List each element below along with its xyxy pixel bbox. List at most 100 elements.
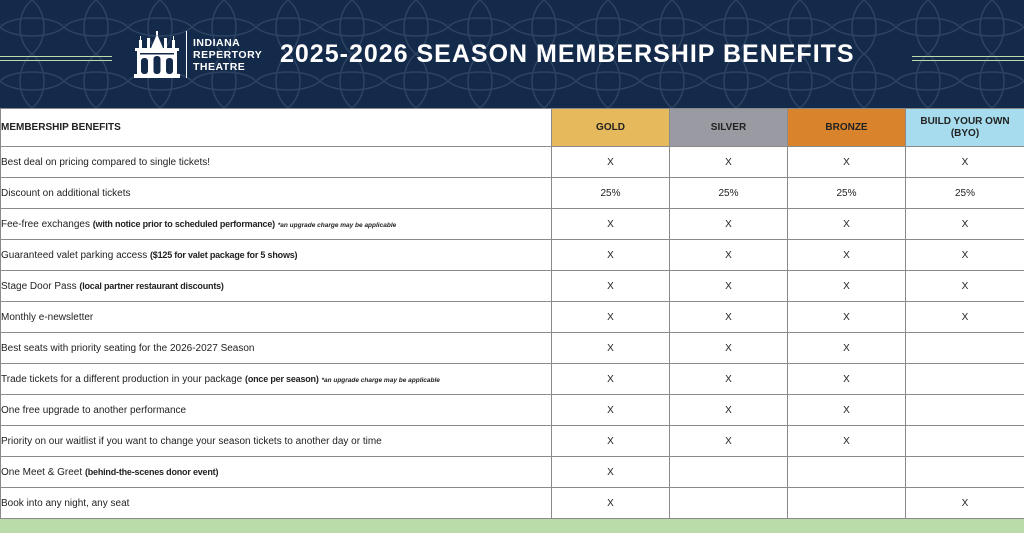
benefit-cell: Best deal on pricing compared to single … bbox=[0, 146, 552, 178]
table-header-row: MEMBERSHIP BENEFITS GOLD SILVER BRONZE B… bbox=[0, 108, 1024, 147]
benefit-cell: Book into any night, any seat bbox=[0, 487, 552, 519]
benefit-text: Discount on additional tickets bbox=[1, 187, 131, 199]
mark-byo: X bbox=[905, 301, 1024, 333]
mark-gold: X bbox=[551, 270, 670, 302]
table-row: Guaranteed valet parking access ($125 fo… bbox=[0, 239, 1024, 271]
mark-gold: X bbox=[551, 208, 670, 240]
benefit-cell: One free upgrade to another performance bbox=[0, 394, 552, 426]
mark-bronze bbox=[787, 487, 906, 519]
mark-silver: X bbox=[669, 332, 788, 364]
benefit-cell: Fee-free exchanges (with notice prior to… bbox=[0, 208, 552, 240]
table-row: One Meet & Greet (behind-the-scenes dono… bbox=[0, 456, 1024, 488]
mark-silver: X bbox=[669, 301, 788, 333]
benefit-text: Best seats with priority seating for the… bbox=[1, 342, 255, 354]
benefit-text: Guaranteed valet parking access bbox=[1, 249, 148, 261]
benefit-text: Priority on our waitlist if you want to … bbox=[1, 435, 382, 447]
mark-bronze: X bbox=[787, 270, 906, 302]
benefit-detail: (once per season) bbox=[245, 373, 319, 384]
mark-gold: X bbox=[551, 425, 670, 457]
benefit-cell: Guaranteed valet parking access ($125 fo… bbox=[0, 239, 552, 271]
mark-bronze: X bbox=[787, 425, 906, 457]
mark-byo bbox=[905, 363, 1024, 395]
table-row: Monthly e-newsletter X X X X bbox=[0, 301, 1024, 333]
table-row: Fee-free exchanges (with notice prior to… bbox=[0, 208, 1024, 240]
mark-silver bbox=[669, 487, 788, 519]
benefit-detail: (behind-the-scenes donor event) bbox=[84, 466, 219, 477]
tier-header-byo: BUILD YOUR OWN (BYO) bbox=[905, 108, 1024, 147]
benefit-cell: One Meet & Greet (behind-the-scenes dono… bbox=[0, 456, 552, 488]
mark-gold: X bbox=[551, 239, 670, 271]
mark-gold: X bbox=[551, 301, 670, 333]
table-row: Stage Door Pass (local partner restauran… bbox=[0, 270, 1024, 302]
header-rule-right bbox=[912, 56, 1024, 57]
mark-byo: X bbox=[905, 239, 1024, 271]
mark-byo bbox=[905, 332, 1024, 364]
mark-silver: X bbox=[669, 208, 788, 240]
tier-header-gold: GOLD bbox=[551, 108, 670, 147]
benefits-column-header: MEMBERSHIP BENEFITS bbox=[0, 108, 552, 147]
mark-gold: X bbox=[551, 332, 670, 364]
mark-silver: X bbox=[669, 146, 788, 178]
benefit-text: Stage Door Pass bbox=[1, 280, 77, 292]
mark-bronze: X bbox=[787, 208, 906, 240]
table-row: Trade tickets for a different production… bbox=[0, 363, 1024, 395]
mark-silver: X bbox=[669, 363, 788, 395]
table-row: Discount on additional tickets 25% 25% 25% 2… bbox=[0, 177, 1024, 209]
mark-gold: X bbox=[551, 456, 670, 488]
table-row: Book into any night, any seat X X bbox=[0, 487, 1024, 519]
mark-gold: X bbox=[551, 363, 670, 395]
mark-silver: 25% bbox=[669, 177, 788, 209]
logo-line-2: REPERTORY bbox=[193, 49, 263, 61]
mark-bronze: X bbox=[787, 146, 906, 178]
benefit-cell: Discount on additional tickets bbox=[0, 177, 552, 209]
mark-byo bbox=[905, 425, 1024, 457]
benefit-detail: (local partner restaurant discounts) bbox=[79, 280, 224, 291]
benefits-table: MEMBERSHIP BENEFITS GOLD SILVER BRONZE B… bbox=[0, 108, 1024, 519]
mark-byo: 25% bbox=[905, 177, 1024, 209]
benefit-detail: (with notice prior to scheduled performa… bbox=[92, 218, 275, 229]
header-rule-left-2 bbox=[0, 60, 112, 61]
table-row: Best deal on pricing compared to single … bbox=[0, 146, 1024, 178]
logo-line-3: THEATRE bbox=[193, 61, 246, 73]
page-title: 2025-2026 SEASON MEMBERSHIP BENEFITS bbox=[280, 40, 855, 68]
mark-byo: X bbox=[905, 208, 1024, 240]
table-row: One free upgrade to another performance X… bbox=[0, 394, 1024, 426]
benefit-text: One free upgrade to another performance bbox=[1, 404, 187, 416]
mark-byo bbox=[905, 456, 1024, 488]
mark-silver: X bbox=[669, 239, 788, 271]
header-banner: INDIANA REPERTORY THEATRE 2025-2026 SEAS… bbox=[0, 0, 1024, 108]
benefit-cell: Priority on our waitlist if you want to … bbox=[0, 425, 552, 457]
header-rule-right-2 bbox=[912, 60, 1024, 61]
tier-header-bronze: BRONZE bbox=[787, 108, 906, 147]
benefit-text: Fee-free exchanges bbox=[1, 218, 90, 230]
logo-line-1: INDIANA bbox=[193, 37, 241, 49]
benefit-text: One Meet & Greet bbox=[1, 466, 83, 478]
benefit-text: Book into any night, any seat bbox=[1, 497, 130, 509]
mark-silver: X bbox=[669, 394, 788, 426]
header-rule-left bbox=[0, 56, 112, 57]
mark-bronze bbox=[787, 456, 906, 488]
mark-gold: 25% bbox=[551, 177, 670, 209]
mark-silver bbox=[669, 456, 788, 488]
mark-gold: X bbox=[551, 394, 670, 426]
mark-byo: X bbox=[905, 270, 1024, 302]
benefit-cell: Monthly e-newsletter bbox=[0, 301, 552, 333]
benefit-text: Trade tickets for a different production… bbox=[1, 373, 243, 385]
logo-divider bbox=[186, 31, 187, 78]
benefit-footnote: *an upgrade charge may be applicable bbox=[277, 221, 397, 229]
mark-byo bbox=[905, 394, 1024, 426]
theatre-building-icon bbox=[134, 31, 180, 78]
benefit-text: Best deal on pricing compared to single … bbox=[1, 156, 211, 168]
mark-bronze: X bbox=[787, 363, 906, 395]
mark-byo: X bbox=[905, 487, 1024, 519]
table-row: Priority on our waitlist if you want to … bbox=[0, 425, 1024, 457]
table-row: Best seats with priority seating for the… bbox=[0, 332, 1024, 364]
benefit-text: Monthly e-newsletter bbox=[1, 311, 94, 323]
logo-wordmark: INDIANA REPERTORY THEATRE bbox=[193, 37, 262, 73]
benefit-cell: Trade tickets for a different production… bbox=[0, 363, 552, 395]
benefit-footnote: *an upgrade charge may be applicable bbox=[321, 376, 440, 384]
mark-gold: X bbox=[551, 146, 670, 178]
mark-silver: X bbox=[669, 425, 788, 457]
mark-byo: X bbox=[905, 146, 1024, 178]
mark-bronze: X bbox=[787, 332, 906, 364]
